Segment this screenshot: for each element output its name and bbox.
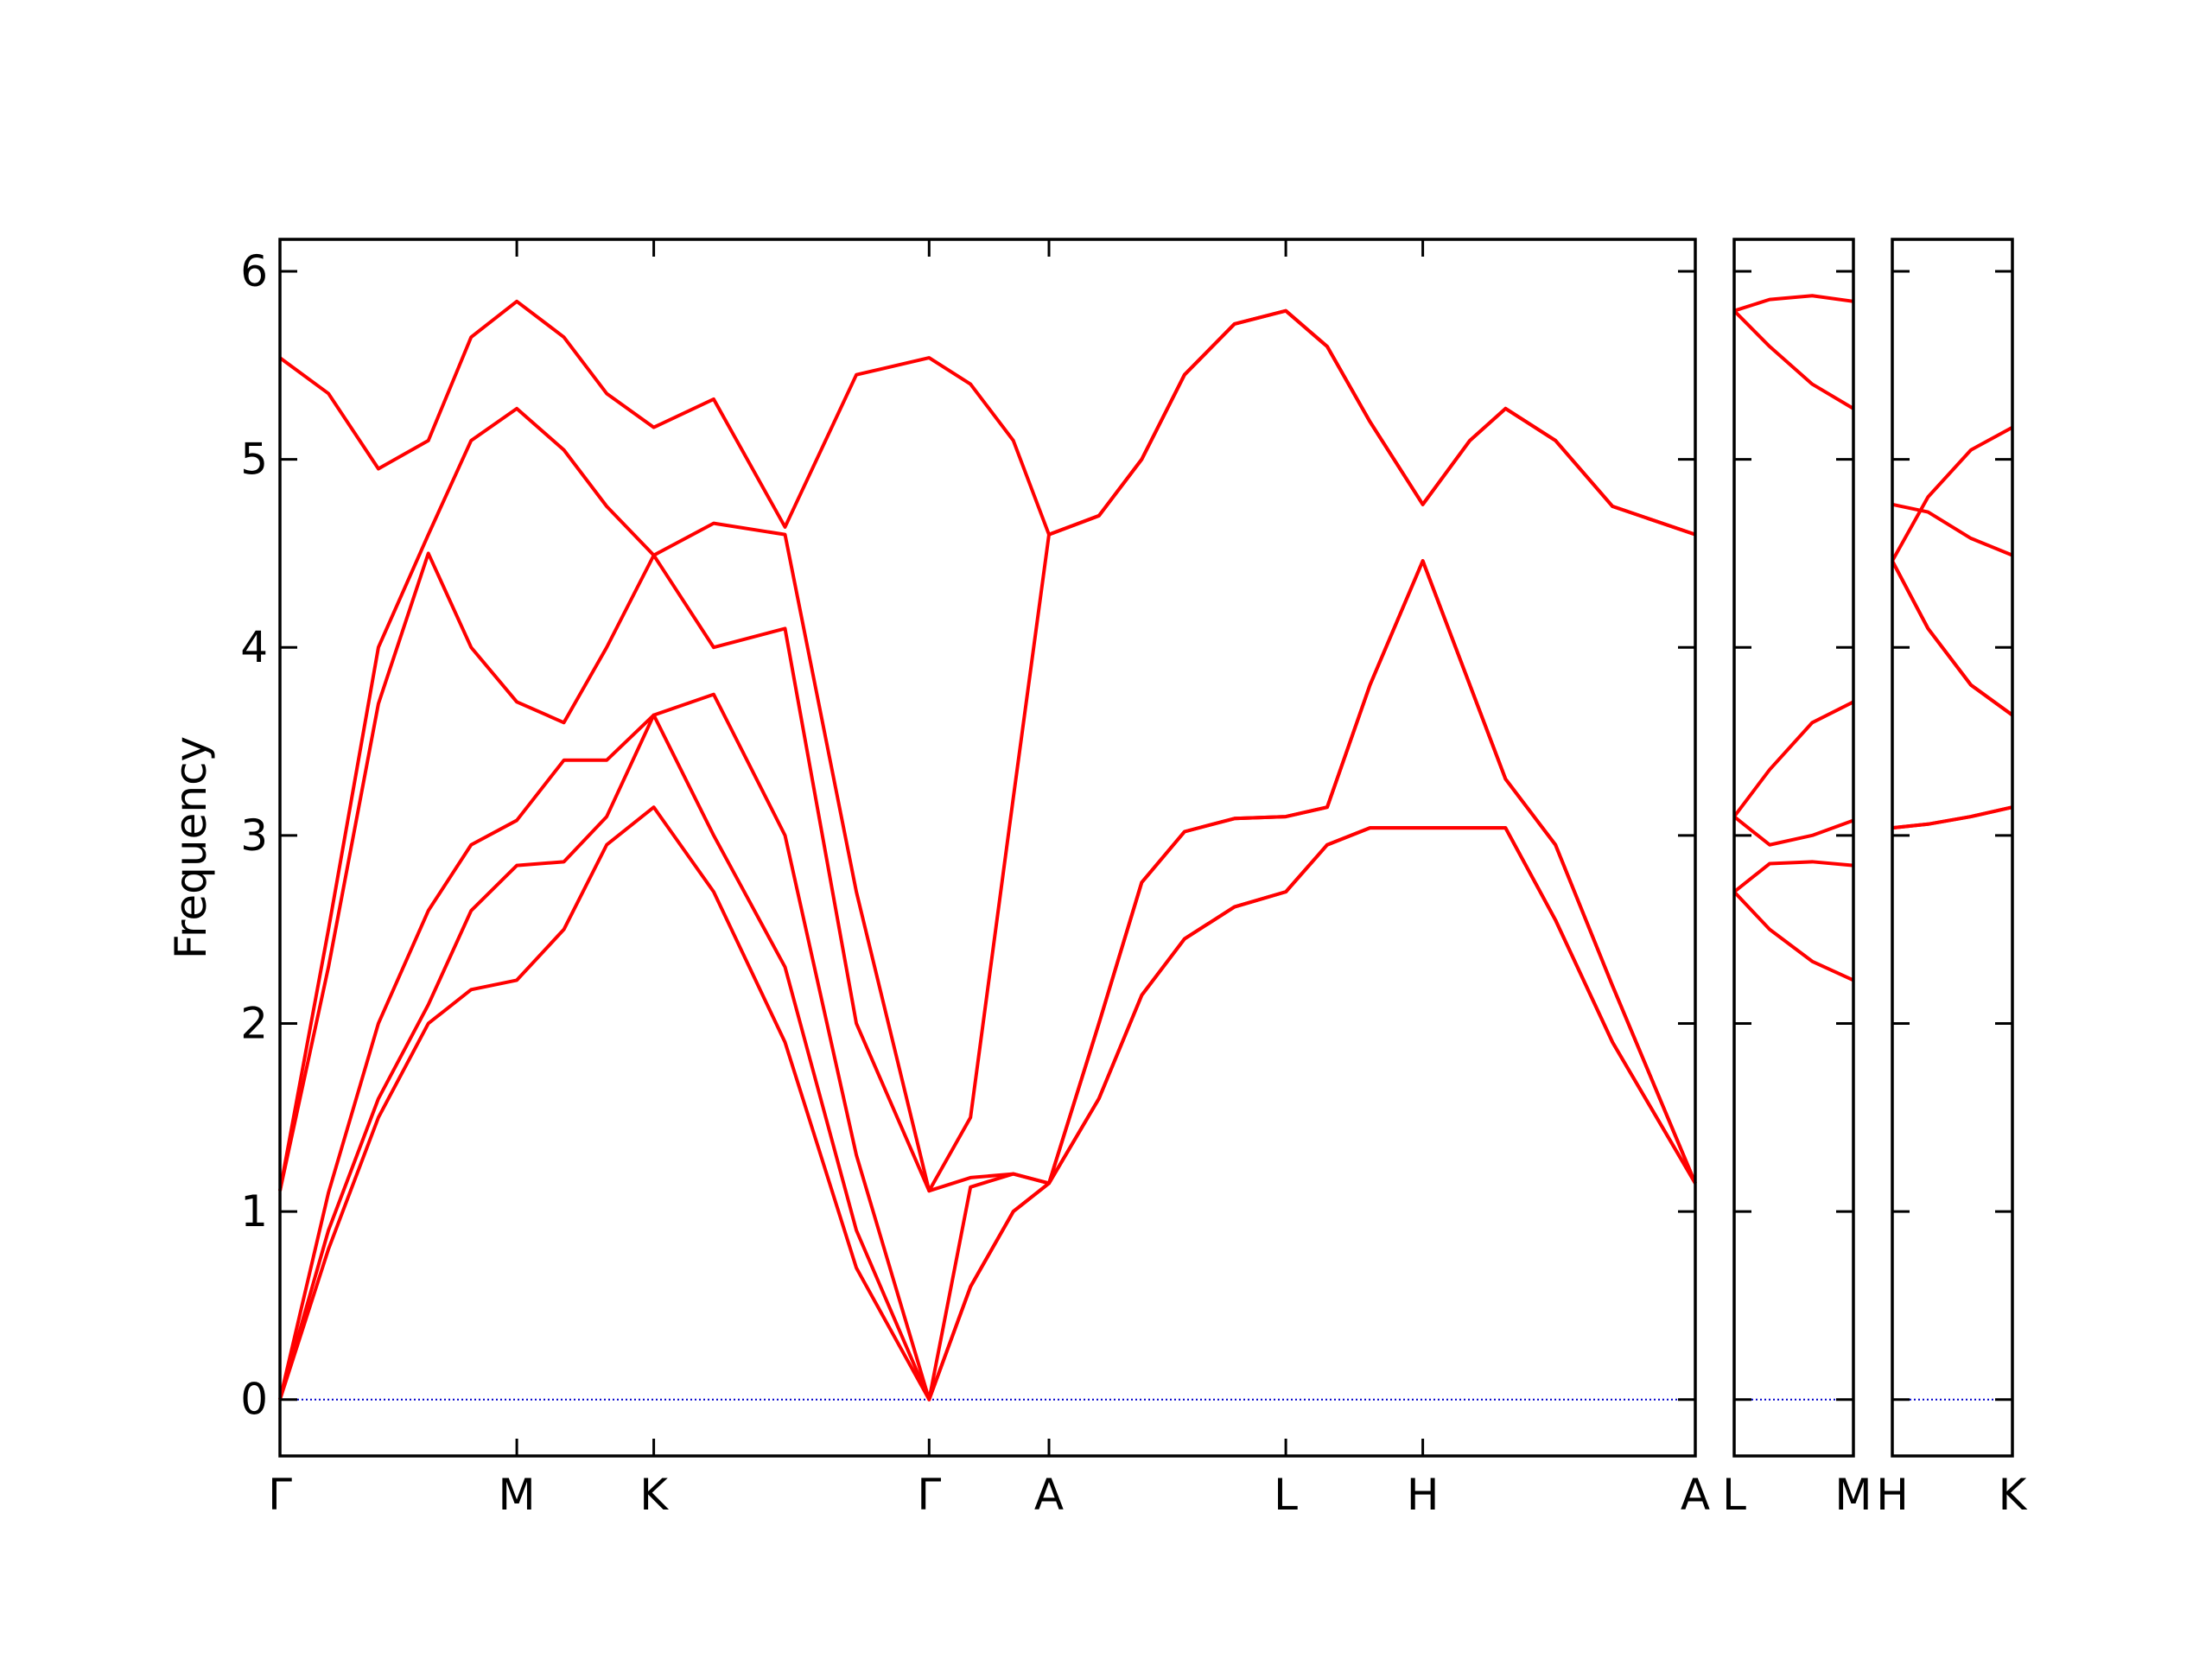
y-tick-label: 4 bbox=[240, 622, 268, 672]
band-line bbox=[1891, 805, 2013, 830]
y-tick-label: 6 bbox=[240, 246, 268, 296]
band-line bbox=[1733, 294, 1854, 313]
x-tick-label: Γ bbox=[917, 1470, 941, 1520]
band-line bbox=[278, 299, 1696, 537]
x-tick-label: Γ bbox=[268, 1470, 292, 1520]
band-line bbox=[1891, 502, 2013, 557]
x-tick-label: K bbox=[1999, 1470, 2028, 1520]
band-line bbox=[1732, 309, 1855, 410]
band-line bbox=[278, 308, 1696, 1193]
x-tick-label: L bbox=[1722, 1470, 1746, 1520]
y-tick-label: 3 bbox=[240, 810, 268, 861]
axes-frame bbox=[278, 238, 1697, 1458]
axes-frame bbox=[1732, 238, 1855, 1458]
band-line bbox=[278, 805, 1697, 1402]
axes-frame bbox=[1891, 238, 2014, 1458]
band-line bbox=[278, 713, 1697, 1402]
band-line bbox=[1891, 425, 2013, 563]
y-tick-label: 1 bbox=[240, 1186, 268, 1236]
band-line bbox=[1732, 700, 1854, 818]
x-tick-label: M bbox=[499, 1470, 536, 1520]
band-line bbox=[1891, 560, 2014, 717]
band-line bbox=[1891, 560, 2014, 717]
y-axis-label: Frequency bbox=[166, 736, 216, 959]
band-line bbox=[278, 551, 1697, 1193]
y-tick-label: 5 bbox=[240, 435, 268, 485]
x-tick-label: K bbox=[639, 1470, 669, 1520]
x-tick-label: L bbox=[1274, 1470, 1298, 1520]
x-tick-label: H bbox=[1876, 1470, 1909, 1520]
x-tick-label: M bbox=[1834, 1470, 1872, 1520]
band-line bbox=[1732, 860, 1854, 893]
y-tick-label: 2 bbox=[240, 998, 268, 1048]
x-tick-label: A bbox=[1681, 1470, 1710, 1520]
x-tick-label: A bbox=[1034, 1470, 1064, 1520]
x-tick-label: H bbox=[1407, 1470, 1440, 1520]
y-tick-label: 0 bbox=[240, 1375, 268, 1425]
band-line bbox=[1732, 890, 1854, 982]
band-line bbox=[1732, 815, 1854, 847]
